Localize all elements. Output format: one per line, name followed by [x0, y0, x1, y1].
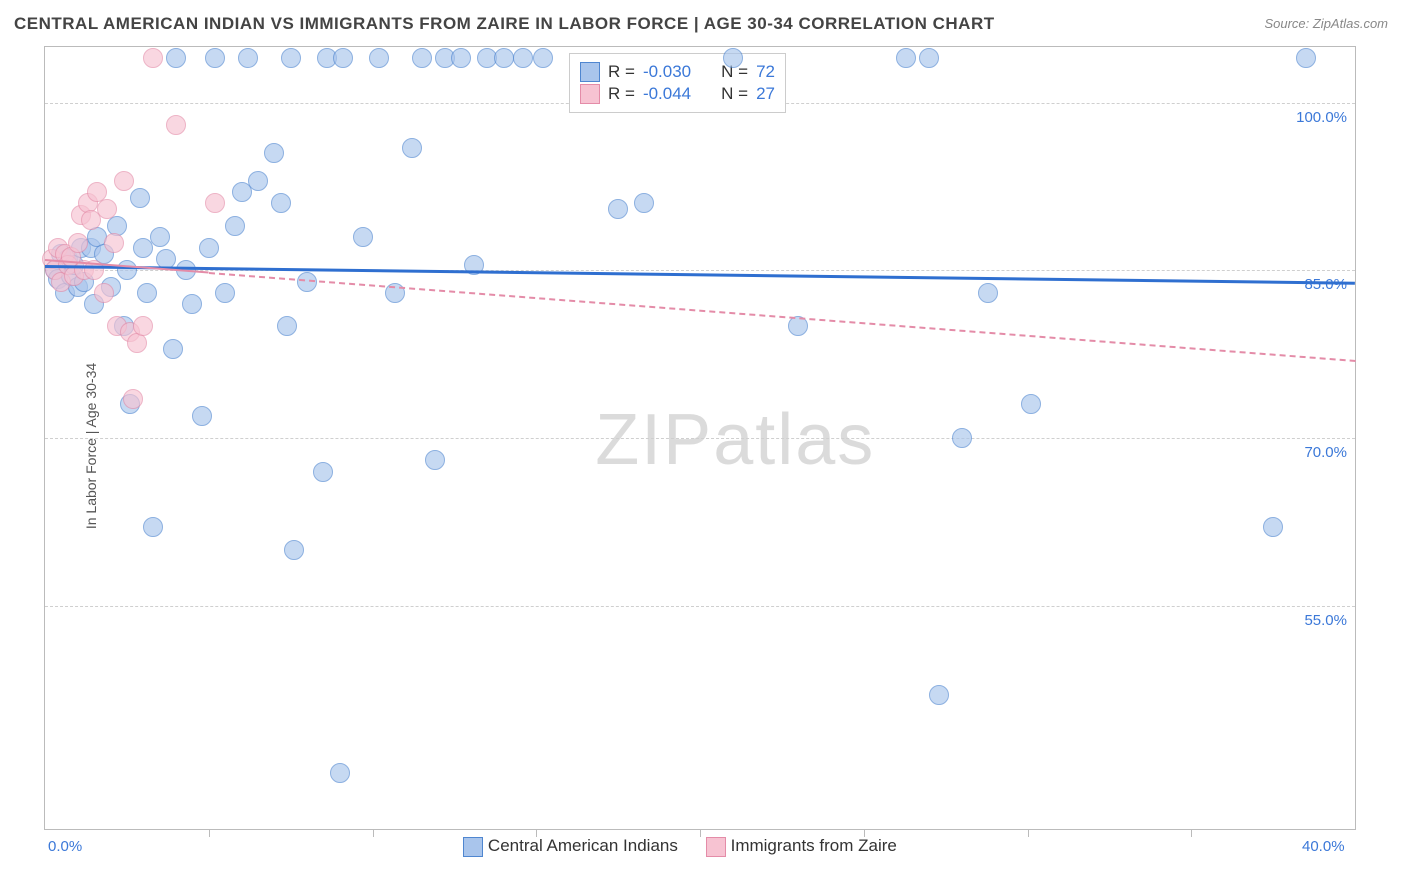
- scatter-point: [166, 48, 186, 68]
- scatter-point: [143, 517, 163, 537]
- scatter-point: [166, 115, 186, 135]
- y-tick-label: 55.0%: [1304, 612, 1347, 629]
- source-label: Source: ZipAtlas.com: [1264, 16, 1388, 31]
- scatter-point: [133, 316, 153, 336]
- scatter-point: [248, 171, 268, 191]
- plot-area: ZIPatlas 55.0% 70.0% 85.0% 100.0% R = -0.030N…: [44, 46, 1356, 830]
- scatter-point: [277, 316, 297, 336]
- scatter-point: [353, 227, 373, 247]
- gridline: [45, 270, 1355, 271]
- scatter-point: [284, 540, 304, 560]
- legend-item: Central American Indians: [463, 836, 678, 857]
- scatter-point: [369, 48, 389, 68]
- scatter-point: [919, 48, 939, 68]
- scatter-point: [313, 462, 333, 482]
- scatter-point: [94, 283, 114, 303]
- scatter-point: [205, 193, 225, 213]
- scatter-point: [68, 233, 88, 253]
- watermark: ZIPatlas: [595, 399, 875, 481]
- scatter-point: [199, 238, 219, 258]
- scatter-point: [723, 48, 743, 68]
- legend-item: Immigrants from Zaire: [706, 836, 897, 857]
- scatter-point: [143, 48, 163, 68]
- scatter-point: [264, 143, 284, 163]
- scatter-point: [123, 389, 143, 409]
- legend-label: Immigrants from Zaire: [731, 836, 897, 855]
- scatter-point: [533, 48, 553, 68]
- scatter-point: [1263, 517, 1283, 537]
- x-tick: [1028, 829, 1029, 837]
- scatter-point: [330, 763, 350, 783]
- y-tick-label: 85.0%: [1304, 276, 1347, 293]
- legend-correlation: R = -0.030N = 72R = -0.044N = 27: [569, 53, 786, 113]
- scatter-point: [929, 685, 949, 705]
- scatter-point: [127, 333, 147, 353]
- scatter-point: [137, 283, 157, 303]
- scatter-point: [281, 48, 301, 68]
- y-tick-label: 70.0%: [1304, 444, 1347, 461]
- scatter-point: [130, 188, 150, 208]
- scatter-point: [896, 48, 916, 68]
- scatter-point: [225, 216, 245, 236]
- x-tick: [209, 829, 210, 837]
- scatter-point: [114, 171, 134, 191]
- trend-line: [209, 272, 1355, 362]
- scatter-point: [182, 294, 202, 314]
- chart-title: CENTRAL AMERICAN INDIAN VS IMMIGRANTS FR…: [14, 14, 995, 34]
- scatter-point: [271, 193, 291, 213]
- x-tick: [1191, 829, 1192, 837]
- scatter-point: [494, 48, 514, 68]
- legend-label: Central American Indians: [488, 836, 678, 855]
- scatter-point: [215, 283, 235, 303]
- scatter-point: [402, 138, 422, 158]
- scatter-point: [513, 48, 533, 68]
- scatter-point: [192, 406, 212, 426]
- gridline: [45, 438, 1355, 439]
- scatter-point: [608, 199, 628, 219]
- scatter-point: [238, 48, 258, 68]
- x-min-label: 0.0%: [48, 838, 82, 855]
- legend-bottom: Central American Indians Immigrants from…: [463, 836, 897, 857]
- scatter-point: [104, 233, 124, 253]
- scatter-point: [451, 48, 471, 68]
- scatter-point: [333, 48, 353, 68]
- scatter-point: [150, 227, 170, 247]
- scatter-point: [952, 428, 972, 448]
- scatter-point: [1296, 48, 1316, 68]
- x-tick: [373, 829, 374, 837]
- y-tick-label: 100.0%: [1296, 109, 1347, 126]
- scatter-point: [425, 450, 445, 470]
- scatter-point: [163, 339, 183, 359]
- x-max-label: 40.0%: [1302, 838, 1345, 855]
- scatter-point: [1021, 394, 1041, 414]
- scatter-point: [412, 48, 432, 68]
- scatter-point: [978, 283, 998, 303]
- scatter-point: [634, 193, 654, 213]
- scatter-point: [117, 260, 137, 280]
- gridline: [45, 606, 1355, 607]
- scatter-point: [205, 48, 225, 68]
